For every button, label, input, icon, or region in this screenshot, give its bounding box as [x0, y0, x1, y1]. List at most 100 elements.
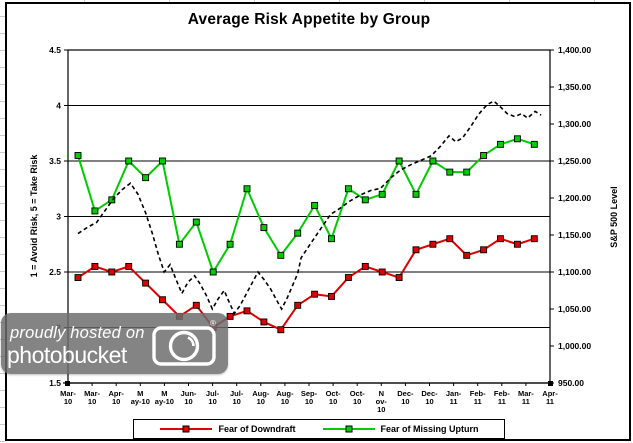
right-axis-tick-label: 1,000.00 — [558, 341, 591, 351]
x-axis-tick-label: Apr-11 — [542, 389, 558, 406]
registered-mark: ® — [210, 319, 216, 328]
fear-of-downdraft-marker — [412, 246, 420, 254]
worksheet-gridlines-left — [0, 0, 5, 443]
fear-of-missing-upturn-marker — [91, 207, 99, 215]
x-axis-tick-label: Dec-10 — [421, 389, 438, 406]
x-axis-tick-label: Dec-10 — [397, 389, 414, 406]
fear-of-missing-upturn-marker — [142, 174, 150, 182]
fear-of-missing-upturn-marker — [395, 157, 403, 165]
fear-of-downdraft-marker — [361, 263, 369, 270]
fear-of-downdraft-marker — [226, 312, 234, 320]
x-axis-tick-label: Jun-10 — [181, 389, 197, 406]
photobucket-watermark: proudly hosted on photobucket ® — [1, 313, 228, 374]
left-axis-tick-label: 2.5 — [49, 267, 61, 277]
legend-label: Fear of Missing Upturn — [380, 424, 479, 434]
fear-of-missing-upturn-marker — [260, 224, 268, 232]
axis-corner-right — [548, 381, 553, 386]
right-axis-tick-label: 1,300.00 — [558, 119, 591, 129]
fear-of-downdraft-line — [77, 237, 535, 331]
fear-of-missing-upturn-marker — [243, 185, 251, 193]
watermark-brand: photobucket — [7, 342, 127, 368]
legend-entry-fear-of-missing-upturn: Fear of Missing Upturn — [322, 424, 479, 434]
fear-of-downdraft-marker — [159, 296, 166, 304]
right-axis-tick-label: 1,250.00 — [558, 156, 591, 166]
watermark-tagline: proudly hosted on — [10, 324, 145, 342]
fear-of-downdraft-marker — [328, 292, 335, 300]
fear-of-downdraft-marker — [91, 263, 99, 270]
x-axis-tick-label: Oct-10 — [350, 389, 366, 406]
fear-of-missing-upturn-marker — [378, 190, 386, 198]
x-axis-tick-label: Jul-10 — [206, 389, 220, 406]
left-axis-title: 1 = Avoid Risk, 5 = Take Risk — [29, 154, 39, 278]
right-axis-tick-label: 1,100.00 — [558, 267, 591, 277]
fear-of-downdraft-marker — [446, 235, 454, 243]
right-axis-tick-label: 1,150.00 — [558, 230, 591, 240]
axis-corner-left — [65, 381, 70, 386]
left-axis-tick-label: 4 — [56, 101, 61, 111]
chart-title: Average Risk Appetite by Group — [187, 11, 431, 28]
fear-of-missing-upturn-marker — [311, 201, 319, 209]
right-axis-tick-label: 1,050.00 — [558, 304, 591, 314]
fear-of-downdraft-marker — [243, 307, 251, 315]
fear-of-missing-upturn-marker — [226, 240, 234, 248]
fear-of-downdraft-marker — [530, 235, 538, 243]
left-axis-tick-label: 4.5 — [49, 45, 61, 55]
legend-label: Fear of Downdraft — [218, 424, 296, 434]
worksheet-gridlines-top — [0, 0, 633, 2]
fear-of-downdraft-marker — [311, 290, 319, 298]
fear-of-missing-upturn-marker — [277, 251, 285, 259]
fear-of-downdraft-marker — [378, 268, 386, 276]
fear-of-downdraft-marker — [395, 274, 403, 281]
x-axis-tick-label: Jul-10 — [230, 389, 244, 406]
fear-of-missing-upturn-marker — [192, 218, 200, 226]
x-axis-tick-label: Jan-11 — [446, 389, 462, 406]
fear-of-missing-upturn-marker — [108, 196, 116, 204]
x-axis-tick-label: Mar-11 — [518, 389, 534, 406]
x-axis-tick-label: Feb-11 — [494, 389, 510, 406]
fear-of-downdraft-marker — [108, 268, 116, 276]
fear-of-missing-upturn-marker — [412, 190, 420, 198]
camera-icon — [152, 326, 216, 366]
x-axis-tick-label: Feb-11 — [470, 389, 486, 406]
x-axis-tick-label: Mar-10 — [84, 389, 100, 406]
x-axis-tick-label: Aug-10 — [252, 389, 270, 406]
fear-of-missing-upturn-marker — [209, 268, 217, 276]
fear-of-downdraft-marker — [277, 326, 285, 334]
fear-of-downdraft-marker — [125, 263, 133, 270]
fear-of-downdraft-marker — [260, 318, 268, 326]
fear-of-missing-upturn-line — [77, 137, 535, 273]
x-axis-tick-label: Oct-10 — [326, 389, 342, 406]
legend-line-green-icon — [322, 425, 375, 433]
fear-of-missing-upturn-marker — [446, 168, 454, 176]
fear-of-missing-upturn-marker — [175, 240, 183, 248]
fear-of-missing-upturn-marker — [125, 157, 133, 165]
x-axis-tick-label: Sep-10 — [301, 389, 318, 406]
fear-of-missing-upturn-marker — [429, 157, 437, 165]
right-axis-tick-label: 1,400.00 — [558, 45, 591, 55]
fear-of-missing-upturn-marker — [513, 135, 521, 143]
sp500-line — [77, 100, 542, 316]
fear-of-missing-upturn-marker — [497, 140, 504, 148]
legend-entry-fear-of-downdraft: Fear of Downdraft — [159, 424, 296, 434]
fear-of-missing-upturn-marker — [361, 196, 369, 204]
legend: Fear of Downdraft Fear of Missing Upturn — [133, 419, 505, 439]
fear-of-downdraft-marker — [192, 301, 200, 309]
fear-of-missing-upturn-marker — [480, 151, 488, 159]
fear-of-downdraft-marker — [344, 274, 352, 281]
fear-of-missing-upturn-marker — [74, 151, 82, 159]
right-axis-tick-label: 950.00 — [558, 378, 584, 388]
x-axis-tick-label: Aug-10 — [276, 389, 294, 406]
fear-of-missing-upturn-marker — [530, 140, 538, 148]
right-axis-tick-label: 1,200.00 — [558, 193, 591, 203]
legend-line-red-icon — [160, 425, 213, 433]
left-axis-tick-label: 3.5 — [49, 156, 61, 166]
fear-of-downdraft-marker — [463, 251, 471, 259]
right-axis-tick-label: 1,350.00 — [558, 82, 591, 92]
x-axis-tick-label: Mar-10 — [60, 389, 76, 406]
fear-of-downdraft-marker — [513, 240, 521, 248]
